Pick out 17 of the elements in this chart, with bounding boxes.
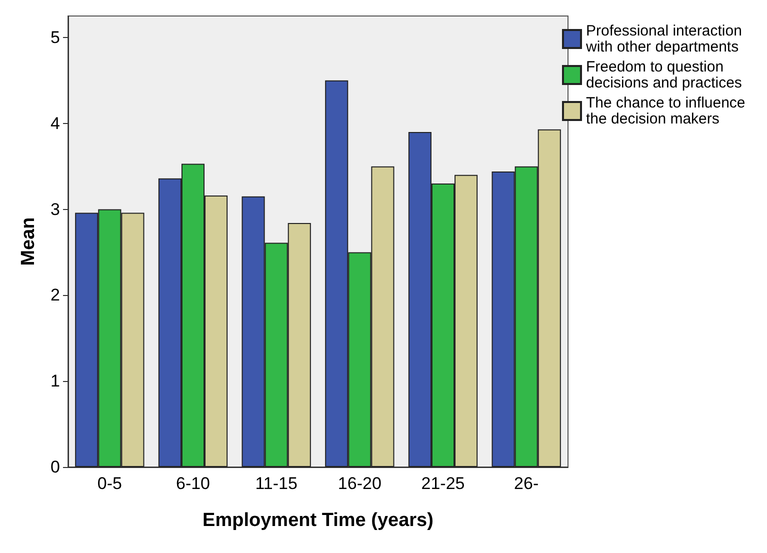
legend-label: Professional interaction with other departments [585,22,746,56]
x-tick-label: 26- [514,474,539,493]
y-tick-label: 0 [50,458,60,476]
y-tick-label: 3 [50,200,60,219]
x-tick-label: 6-10 [176,474,210,493]
x-tick-label: 11-15 [255,474,298,493]
y-axis-title: Mean [18,217,39,266]
x-tick-label: 0-5 [97,474,122,493]
legend-label: The chance to influence the decision makers [586,94,750,128]
y-tick-label: 5 [50,28,60,47]
y-tick-label: 4 [50,114,60,133]
y-tick-label: 1 [50,372,60,391]
legend-label: Freedom to question decisions and practices [586,58,742,92]
y-tick-label: 2 [50,286,60,305]
x-axis-title: Employment Time (years) [202,510,434,531]
x-tick-label: 21-25 [421,474,465,493]
x-tick-label: 16-20 [338,474,382,493]
